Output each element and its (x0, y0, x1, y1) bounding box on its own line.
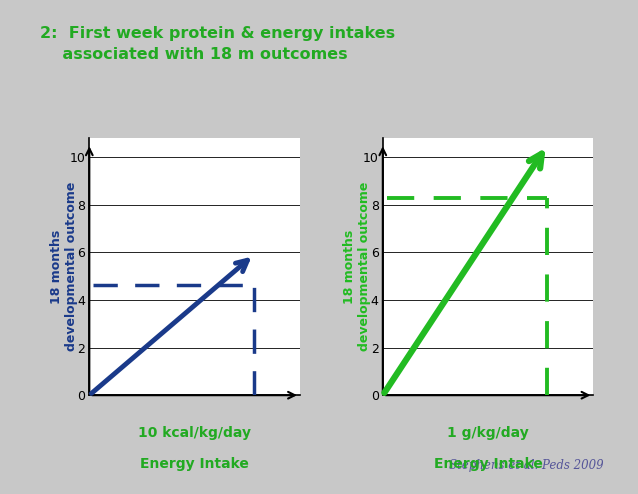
Text: Stephens et al. Peds 2009: Stephens et al. Peds 2009 (449, 459, 604, 472)
Text: 2:  First week protein & energy intakes
    associated with 18 m outcomes: 2: First week protein & energy intakes a… (40, 27, 396, 62)
Text: 10 kcal/kg/day: 10 kcal/kg/day (138, 426, 251, 440)
Text: 1 g/kg/day: 1 g/kg/day (447, 426, 529, 440)
Y-axis label: 18 months
developmental outcome: 18 months developmental outcome (343, 182, 371, 351)
Text: Energy Intake: Energy Intake (434, 457, 542, 471)
Text: Energy Intake: Energy Intake (140, 457, 249, 471)
Y-axis label: 18 months
developmental outcome: 18 months developmental outcome (50, 182, 78, 351)
